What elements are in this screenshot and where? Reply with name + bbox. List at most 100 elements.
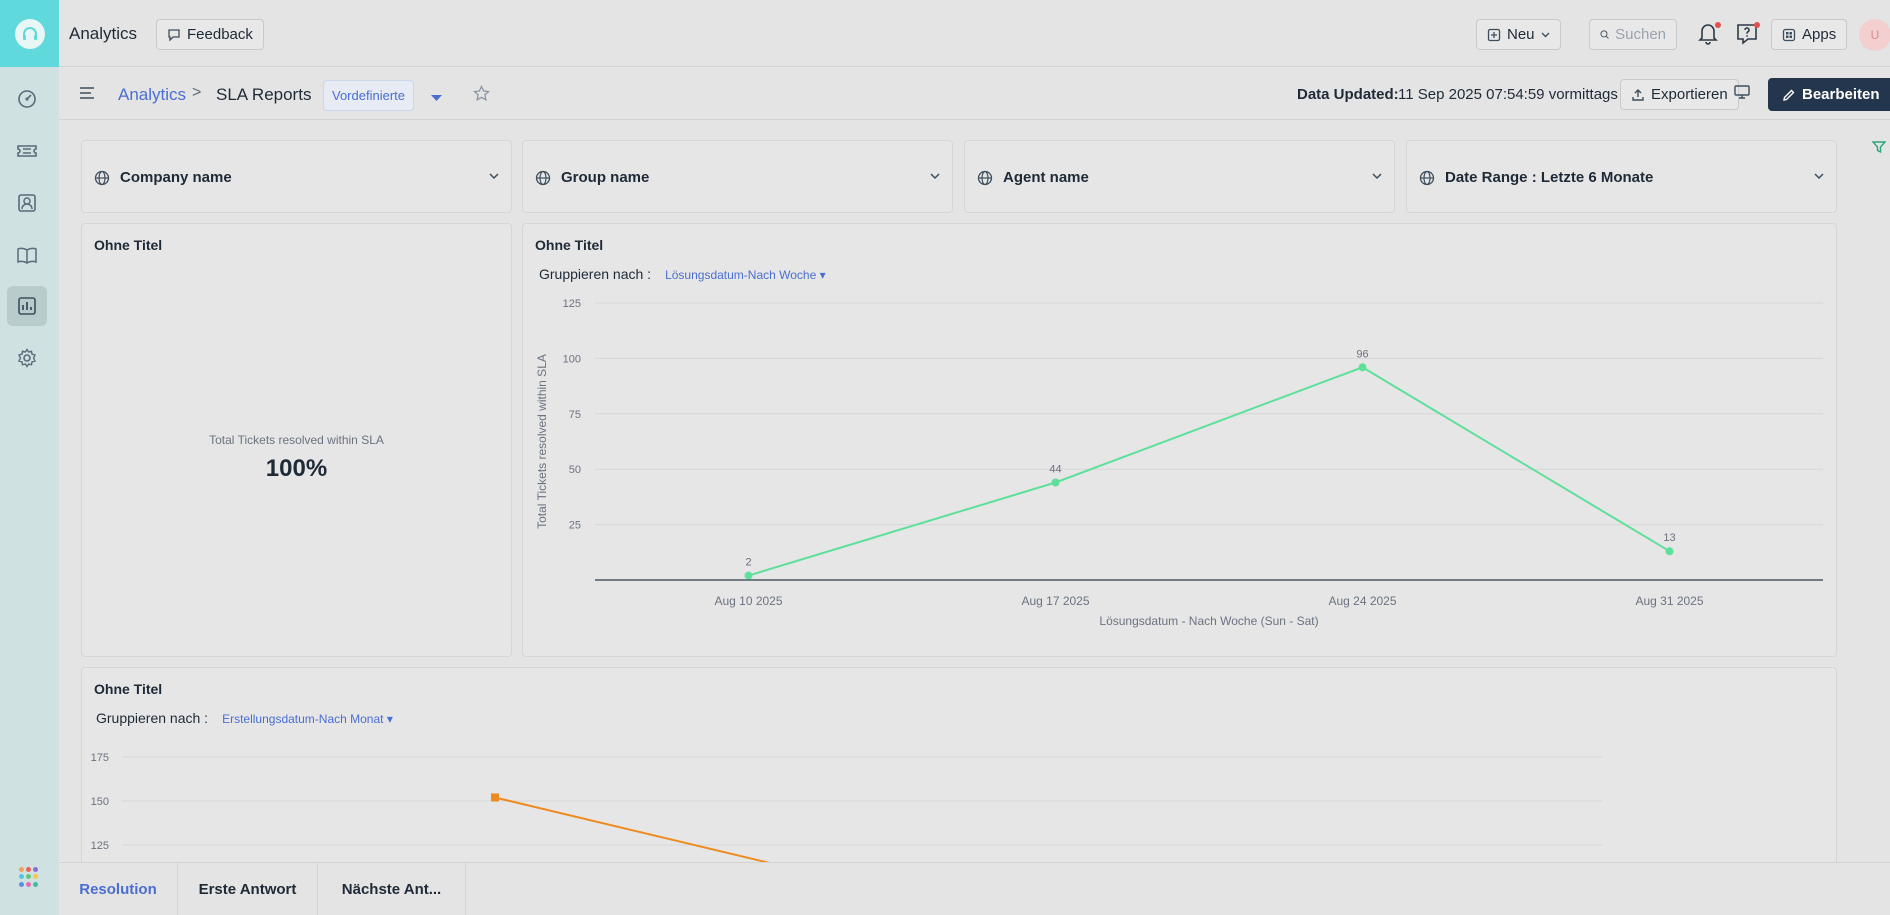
bottom-chart-card: Ohne Titel Gruppieren nach : Erstellungsd…: [81, 667, 1837, 867]
bell-icon: [1698, 24, 1718, 45]
upload-icon: [1632, 88, 1644, 101]
top-bar: Analytics Feedback Neu Suchen Apps U: [59, 0, 1890, 67]
page-title: SLA Reports: [216, 85, 312, 104]
data-point: [491, 793, 499, 802]
chevron-down-icon: [1372, 173, 1382, 180]
group-by-dropdown[interactable]: Erstellungsdatum-Nach Monat ▾: [222, 712, 393, 726]
edit-label: Bearbeiten: [1802, 86, 1880, 103]
filter-toggle-icon[interactable]: [1871, 140, 1887, 159]
apps-label: Apps: [1802, 26, 1837, 43]
filter-label: Company name: [120, 169, 232, 186]
dashboard-icon[interactable]: [7, 79, 47, 119]
report-tabs: Resolution Erste Antwort Nächste Ant...: [59, 862, 1890, 915]
y-tick-label: 100: [563, 353, 581, 365]
bottom-line-chart: 125 150 175: [91, 752, 1602, 866]
y-tick-label: 75: [569, 409, 581, 421]
apps-icon: [1782, 28, 1796, 41]
group-by-control: Gruppieren nach : Lösungsdatum-Nach Woche…: [539, 266, 826, 282]
data-point: [744, 571, 753, 580]
tab-first-response[interactable]: Erste Antwort: [178, 863, 318, 915]
feedback-icon: [168, 28, 180, 42]
breadcrumb-analytics[interactable]: Analytics: [118, 85, 187, 104]
apps-button[interactable]: Apps: [1771, 19, 1848, 50]
tab-resolution[interactable]: Resolution: [59, 863, 178, 915]
data-label: 13: [1663, 532, 1675, 544]
series-line: [748, 366, 1671, 577]
card-title: Ohne Titel: [94, 237, 163, 253]
star-icon[interactable]: [473, 84, 490, 107]
group-by-value: Lösungsdatum-Nach Woche: [665, 268, 817, 282]
edit-button[interactable]: Bearbeiten: [1768, 78, 1890, 111]
data-point: [1665, 547, 1674, 556]
notifications-button[interactable]: [1695, 20, 1725, 50]
data-point: [1051, 478, 1060, 487]
group-by-value: Erstellungsdatum-Nach Monat: [222, 712, 384, 726]
chevron-down-icon: [1814, 173, 1824, 180]
group-by-label: Gruppieren nach :: [539, 266, 652, 282]
export-label: Exportieren: [1651, 86, 1728, 103]
headset-icon: [14, 18, 45, 49]
avatar[interactable]: U: [1859, 19, 1890, 51]
x-axis-title: Lösungsdatum - Nach Woche (Sun - Sat): [1099, 614, 1318, 628]
y-tick-label: 150: [91, 796, 109, 808]
feedback-label: Feedback: [187, 26, 253, 43]
knowledge-base-icon[interactable]: [7, 235, 47, 275]
breadcrumb-separator: >: [192, 84, 202, 101]
app-logo[interactable]: [0, 0, 59, 67]
chevron-down-icon: [489, 173, 499, 180]
search-icon: [1600, 30, 1609, 39]
filter-company[interactable]: Company name: [81, 140, 512, 213]
search-input[interactable]: Suchen: [1589, 19, 1677, 50]
y-tick-label: 175: [91, 752, 109, 764]
notification-dot: [1715, 22, 1721, 28]
filter-group[interactable]: Group name: [522, 140, 953, 213]
line-chart-card: Ohne Titel Gruppieren nach : Lösungsdatum…: [522, 223, 1837, 657]
filter-date-range[interactable]: Date Range : Letzte 6 Monate: [1406, 140, 1837, 213]
ticket-icon[interactable]: [7, 131, 47, 171]
report-content: Company name Group name Agent name Date …: [70, 130, 1838, 867]
hamburger-icon[interactable]: [79, 86, 95, 100]
feedback-button[interactable]: Feedback: [156, 19, 264, 50]
data-label: 44: [1049, 463, 1061, 475]
data-updated-label: Data Updated:: [1297, 86, 1399, 103]
group-by-label: Gruppieren nach :: [96, 710, 209, 726]
search-placeholder: Suchen: [1615, 26, 1666, 43]
caret-down-icon[interactable]: [431, 89, 442, 107]
card-title: Ohne Titel: [535, 237, 604, 253]
x-tick-label: Aug 24 2025: [1328, 594, 1396, 608]
y-tick-label: 50: [569, 464, 581, 476]
kpi-card: Ohne Titel Total Tickets resolved within…: [81, 223, 512, 657]
data-label: 96: [1356, 348, 1368, 360]
report-type-badge: Vordefinierte: [323, 80, 414, 111]
help-button[interactable]: [1734, 20, 1764, 50]
new-button[interactable]: Neu: [1476, 19, 1561, 50]
data-label: 2: [745, 557, 751, 569]
plus-square-icon: [1487, 28, 1501, 41]
chevron-down-icon: [930, 173, 940, 180]
kpi-value: 100%: [265, 455, 328, 482]
filter-label: Agent name: [1003, 169, 1089, 186]
sla-line-chart: 25 50 75 100 125 Aug 10 2025 Aug 17 2025 Aug 24…: [535, 298, 1823, 628]
app-switcher-icon[interactable]: [19, 867, 39, 887]
analytics-icon[interactable]: [7, 286, 47, 326]
pencil-icon: [1783, 89, 1795, 101]
group-by-control: Gruppieren nach : Erstellungsdatum-Nach M…: [96, 710, 393, 726]
help-dot: [1754, 22, 1760, 28]
filter-label: Date Range : Letzte 6 Monate: [1445, 169, 1654, 186]
presentation-mode-icon[interactable]: [1733, 84, 1751, 105]
y-tick-label: 25: [569, 520, 581, 532]
globe-icon: [977, 170, 993, 186]
filter-agent[interactable]: Agent name: [964, 140, 1395, 213]
x-tick-label: Aug 31 2025: [1635, 594, 1703, 608]
series-line: [494, 796, 787, 866]
chevron-down-icon: [1541, 32, 1550, 37]
filter-label: Group name: [561, 169, 650, 186]
export-button[interactable]: Exportieren: [1620, 79, 1739, 110]
globe-icon: [1419, 170, 1435, 186]
new-label: Neu: [1507, 26, 1535, 43]
tab-next-response[interactable]: Nächste Ant...: [318, 863, 466, 915]
group-by-dropdown[interactable]: Lösungsdatum-Nach Woche ▾: [665, 268, 826, 282]
settings-icon[interactable]: [7, 338, 47, 378]
card-title: Ohne Titel: [94, 681, 163, 697]
contacts-icon[interactable]: [7, 183, 47, 223]
